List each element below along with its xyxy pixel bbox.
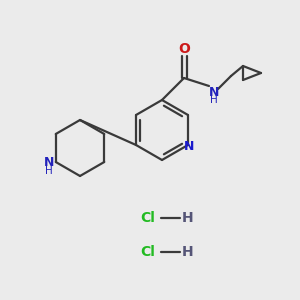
Text: H: H	[45, 166, 52, 176]
Text: Cl: Cl	[141, 211, 155, 225]
Text: H: H	[210, 95, 218, 105]
Text: H: H	[182, 211, 194, 225]
Text: N: N	[209, 85, 219, 98]
Text: Cl: Cl	[141, 245, 155, 259]
Text: O: O	[178, 42, 190, 56]
Text: N: N	[184, 140, 194, 154]
Text: H: H	[182, 245, 194, 259]
Text: N: N	[44, 155, 54, 169]
